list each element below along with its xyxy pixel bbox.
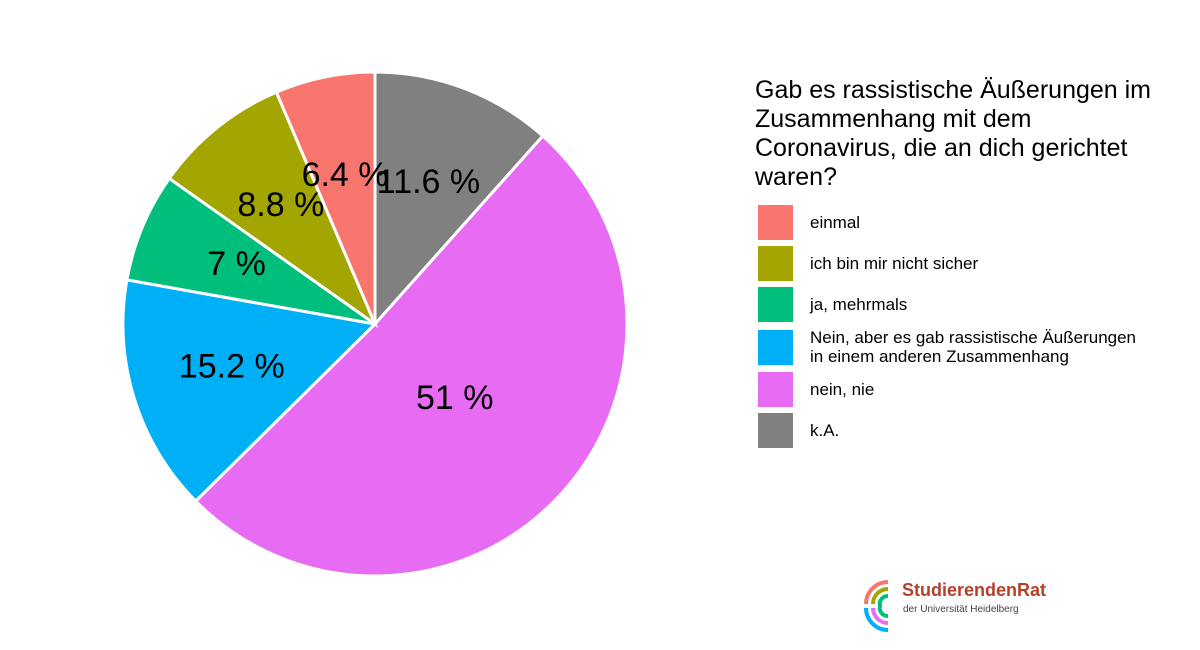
pie-slice <box>193 133 629 578</box>
slice-label: 15.2 % <box>179 348 285 386</box>
pie-slice <box>167 90 379 329</box>
legend-swatch <box>758 246 793 281</box>
legend-item: einmal <box>758 205 1158 240</box>
slice-label: 6.4 % <box>302 156 389 194</box>
pie-slice <box>274 70 377 325</box>
legend-item: nein, nie <box>758 372 1158 407</box>
pie-slice <box>125 176 376 326</box>
logo-icon <box>864 580 889 632</box>
legend-label: ja, mehrmals <box>810 295 908 314</box>
chart-title: Gab es rassistische Äußerungen im Zusamm… <box>755 76 1152 191</box>
legend-item: k.A. <box>758 413 1158 448</box>
pie-slice <box>121 278 379 504</box>
legend-label: ich bin mir nicht sicher <box>810 254 979 273</box>
legend: einmal ich bin mir nicht sicher ja, mehrma… <box>758 205 1158 448</box>
legend-item: ja, mehrmals <box>758 287 1158 322</box>
slice-label: 51 % <box>416 379 494 417</box>
legend-label: nein, nie <box>810 380 875 399</box>
legend-swatch <box>758 205 793 240</box>
legend-item: Nein, aber es gab rassistische Äußerunge… <box>758 328 1158 366</box>
legend-label: einmal <box>810 213 861 232</box>
legend-swatch <box>758 413 793 448</box>
legend-label: Nein, aber es gab rassistische Äußerunge… <box>810 328 1137 366</box>
slice-label: 8.8 % <box>237 186 324 224</box>
legend-item: ich bin mir nicht sicher <box>758 246 1158 281</box>
legend-swatch <box>758 329 793 365</box>
pie-slice <box>373 70 545 328</box>
slice-label: 7 % <box>207 245 266 283</box>
slice-label: 11.6 % <box>377 163 480 201</box>
logo-name: StudierendenRat <box>902 580 1047 600</box>
logo-subtitle: der Universität Heidelberg <box>903 604 1019 615</box>
legend-swatch <box>758 372 793 407</box>
legend-swatch <box>758 287 793 322</box>
legend-label: k.A. <box>810 421 840 440</box>
